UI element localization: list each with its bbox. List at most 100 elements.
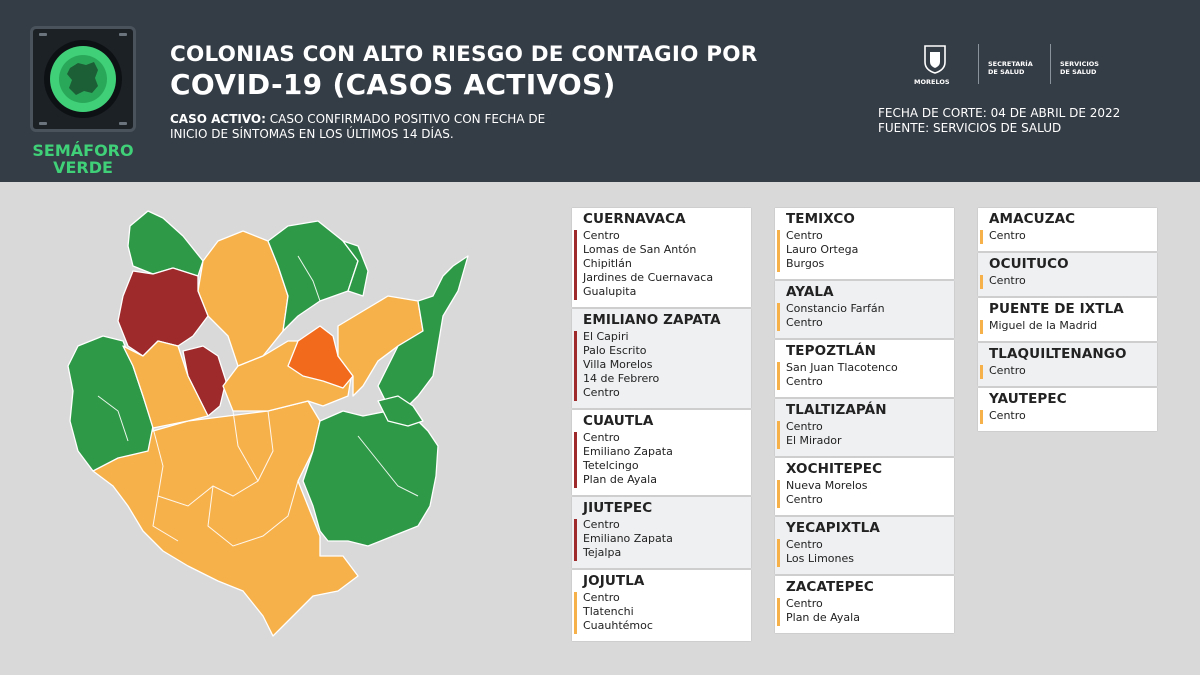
colonia-item: Centro xyxy=(786,493,823,506)
colonia-item: 14 de Febrero xyxy=(583,372,660,385)
risk-color-bar xyxy=(574,331,577,401)
municipio-card: TLALTIZAPÁN Centro El Mirador xyxy=(775,399,954,456)
colonia-item: Jardines de Cuernavaca xyxy=(583,271,714,284)
colonia-item: Plan de Ayala xyxy=(786,611,860,624)
risk-color-bar xyxy=(980,230,983,244)
colonia-item: Chipitlán xyxy=(583,257,632,270)
municipio-name: JIUTEPEC xyxy=(583,500,653,516)
region-east xyxy=(377,255,469,412)
morelos-shield-icon xyxy=(924,45,946,74)
fecha-de-corte: FECHA DE CORTE: 04 DE ABRIL DE 2022 xyxy=(878,106,1121,120)
region-northeast xyxy=(267,220,359,332)
municipio-card: CUAUTLA Centro Emiliano Zapata Tetelcingo Pl… xyxy=(572,410,751,495)
risk-color-bar xyxy=(777,539,780,567)
colonia-item: Cuauhtémoc xyxy=(583,619,653,632)
region-southeast xyxy=(302,410,439,547)
colonia-item: Centro xyxy=(786,316,823,329)
colonia-item: Lauro Ortega xyxy=(786,243,859,256)
page-title-line1: COLONIAS CON ALTO RIESGO DE CONTAGIO POR xyxy=(170,42,758,67)
municipio-name: JOJUTLA xyxy=(583,573,645,589)
colonia-item: Centro xyxy=(989,364,1026,377)
header-banner: SEMÁFORO VERDE COLONIAS CON ALTO RIESGO … xyxy=(0,0,1200,182)
page-title-line2: COVID-19 (CASOS ACTIVOS) xyxy=(170,68,616,101)
region-northwest xyxy=(127,210,204,277)
colonias-list-items: Constancio Farfán Centro xyxy=(786,302,885,330)
colonia-item: Centro xyxy=(786,538,823,551)
colonia-item: Palo Escrito xyxy=(583,344,647,357)
risk-color-bar xyxy=(574,519,577,561)
colonia-item: Emiliano Zapata xyxy=(583,532,673,545)
municipio-card: JIUTEPEC Centro Emiliano Zapata Tejalpa xyxy=(572,497,751,568)
risk-color-bar xyxy=(980,320,983,334)
risk-color-bar xyxy=(980,365,983,379)
risk-color-bar xyxy=(777,598,780,626)
municipio-name: AYALA xyxy=(786,284,834,300)
municipio-card: PUENTE DE IXTLA Miguel de la Madrid xyxy=(978,298,1157,341)
colonias-list-items: Centro Emiliano Zapata Tetelcingo Plan de A… xyxy=(583,431,673,487)
colonia-item: Miguel de la Madrid xyxy=(989,319,1098,332)
logo-morelos-text: MORELOS xyxy=(914,78,950,86)
colonia-item: Centro xyxy=(583,518,620,531)
municipio-card: YAUTEPEC Centro xyxy=(978,388,1157,431)
municipio-name: AMACUZAC xyxy=(989,211,1076,227)
region-west xyxy=(67,335,154,472)
logo-servicios-line2: DE SALUD xyxy=(1060,68,1097,76)
colonias-list-items: Centro xyxy=(989,364,1026,378)
municipio-name: EMILIANO ZAPATA xyxy=(583,312,721,328)
colonia-item: Los Limones xyxy=(786,552,854,565)
municipio-card: JOJUTLA Centro Tlatenchi Cuauhtémoc xyxy=(572,570,751,641)
municipio-card: AYALA Constancio Farfán Centro xyxy=(775,281,954,338)
colonia-item: Centro xyxy=(989,274,1026,287)
colonia-item: Tejalpa xyxy=(583,546,622,559)
region-south xyxy=(87,400,359,637)
municipio-card: OCUITUCO Centro xyxy=(978,253,1157,296)
risk-color-bar xyxy=(980,275,983,289)
colonias-list-items: Centro Lauro Ortega Burgos xyxy=(786,229,858,271)
colonia-item: Centro xyxy=(583,386,620,399)
colonias-list-items: Centro Los Limones xyxy=(786,538,854,566)
municipio-name: TEMIXCO xyxy=(786,211,855,227)
colonia-item: Tetelcingo xyxy=(583,459,639,472)
colonia-item: Tlatenchi xyxy=(583,605,634,618)
risk-color-bar xyxy=(980,410,983,424)
colonia-item: Centro xyxy=(786,420,823,433)
morelos-risk-map xyxy=(67,210,469,637)
logo-secretaria-line1: SECRETARÍA xyxy=(988,60,1033,68)
risk-color-bar xyxy=(777,421,780,449)
colonias-list-items: Centro Emiliano Zapata Tejalpa xyxy=(583,518,673,560)
colonia-item: Gualupita xyxy=(583,285,637,298)
colonia-item: Centro xyxy=(583,229,620,242)
municipio-card: CUERNAVACA Centro Lomas de San Antón Chipit… xyxy=(572,208,751,307)
municipio-name: OCUITUCO xyxy=(989,256,1069,272)
colonias-list-items: Centro xyxy=(989,274,1026,288)
risk-color-bar xyxy=(574,432,577,488)
region-huitzilac-cuernavaca xyxy=(117,267,209,357)
semaforo-icon xyxy=(30,26,136,132)
municipio-name: TLAQUILTENANGO xyxy=(989,346,1127,362)
risk-color-bar xyxy=(777,480,780,508)
colonias-list-items: San Juan Tlacotenco Centro xyxy=(786,361,898,389)
municipio-card: EMILIANO ZAPATA El Capiri Palo Escrito Vill… xyxy=(572,309,751,408)
colonia-item: Centro xyxy=(989,229,1026,242)
region-cuautla xyxy=(287,325,354,389)
colonia-item: Plan de Ayala xyxy=(583,473,657,486)
caso-activo-description: CASO ACTIVO: CASO CONFIRMADO POSITIVO CO… xyxy=(170,112,640,142)
municipio-name: TLALTIZAPÁN xyxy=(786,402,887,418)
colonia-item: Centro xyxy=(786,375,823,388)
colonia-item: Villa Morelos xyxy=(583,358,653,371)
colonias-list-items: Centro Lomas de San Antón Chipitlán Jardine… xyxy=(583,229,713,299)
municipio-name: PUENTE DE IXTLA xyxy=(989,301,1124,317)
fuente: FUENTE: SERVICIOS DE SALUD xyxy=(878,121,1062,135)
municipio-name: CUERNAVACA xyxy=(583,211,686,227)
colonia-item: San Juan Tlacotenco xyxy=(786,361,898,374)
risk-color-bar xyxy=(777,230,780,272)
caso-activo-text-1: CASO CONFIRMADO POSITIVO CON FECHA DE xyxy=(265,112,546,126)
municipio-name: CUAUTLA xyxy=(583,413,654,429)
colonias-list-items: Centro Tlatenchi Cuauhtémoc xyxy=(583,591,653,633)
caso-activo-text-2: INICIO DE SÍNTOMAS EN LOS ÚLTIMOS 14 DÍA… xyxy=(170,127,454,141)
semaforo-label-line1: SEMÁFORO xyxy=(32,141,134,160)
colonia-item: El Mirador xyxy=(786,434,842,447)
municipio-card: TEMIXCO Centro Lauro Ortega Burgos xyxy=(775,208,954,279)
colonias-list-items: El Capiri Palo Escrito Villa Morelos 14 de … xyxy=(583,330,659,400)
colonia-item: Burgos xyxy=(786,257,825,270)
